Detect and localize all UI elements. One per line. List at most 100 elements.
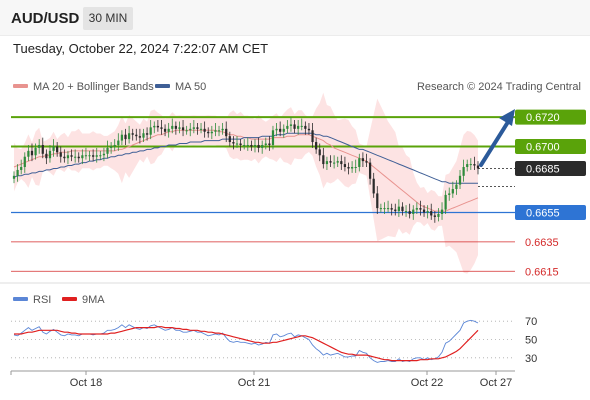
candle-body (48, 150, 52, 159)
ma50-legend-swatch (155, 84, 170, 88)
candle (347, 162, 350, 175)
candlesticks (12, 117, 480, 223)
candle (422, 205, 426, 217)
candle-body (361, 158, 365, 162)
rsi-line (13, 319, 479, 363)
ma20-legend-swatch (13, 84, 28, 88)
candle (66, 150, 70, 165)
candle (217, 125, 221, 137)
candle (271, 125, 275, 150)
candle (333, 155, 336, 169)
candle-body (59, 152, 62, 157)
candle-body (325, 161, 329, 165)
candle-body (178, 127, 181, 129)
candle-body (430, 211, 433, 216)
candle (196, 122, 199, 135)
candle-body (386, 208, 390, 210)
candle (88, 150, 91, 162)
candle (419, 200, 422, 216)
candle (289, 117, 293, 132)
candle-body (333, 162, 336, 164)
candle-body (239, 143, 242, 145)
candle (300, 118, 303, 131)
candle-body (372, 178, 375, 194)
candle-body (279, 128, 282, 132)
candle-body (412, 209, 415, 214)
last-price-badge (515, 160, 586, 176)
candle-body (271, 130, 275, 145)
rsi-panel: 70 50 30 (11, 316, 537, 365)
candle (178, 121, 181, 134)
candle (239, 139, 242, 151)
candle (232, 136, 235, 150)
candle-body (228, 136, 231, 143)
x-tick-label: Oct 21 (238, 377, 270, 389)
candle (246, 137, 249, 151)
candle-body (12, 175, 16, 179)
candle (336, 156, 339, 168)
candle-body (127, 133, 131, 140)
candle-body (117, 140, 120, 145)
candle (415, 202, 418, 214)
candle (293, 120, 296, 134)
candle-body (142, 133, 145, 138)
candle (142, 128, 145, 143)
candle (372, 172, 375, 198)
candle (120, 130, 124, 145)
bollinger-band-layer (14, 92, 478, 274)
candle-body (41, 144, 44, 154)
candle-body (311, 130, 314, 143)
candle-body (106, 147, 109, 154)
candle (386, 200, 390, 213)
candle-body (156, 125, 159, 128)
candle (160, 120, 163, 135)
candle-body (52, 146, 55, 151)
candle (99, 150, 102, 160)
candle-body (84, 155, 88, 157)
candle-body (282, 128, 285, 132)
candle-body (322, 155, 325, 165)
candle-body (160, 127, 163, 129)
candle (430, 203, 433, 220)
candle (189, 122, 192, 137)
candle (214, 122, 217, 137)
candle (185, 125, 188, 135)
candle-body (293, 124, 296, 129)
candle (124, 128, 127, 145)
timeframe-badge[interactable]: 30 MIN (83, 7, 133, 30)
candle (235, 136, 239, 148)
candle (167, 122, 170, 138)
candle (383, 202, 386, 214)
candle (282, 124, 285, 138)
candle (340, 155, 343, 170)
candle (412, 205, 415, 220)
candle-body (368, 162, 372, 179)
candle-body (257, 144, 260, 148)
rsi-tick-30: 30 (525, 353, 537, 365)
candle-body (451, 189, 454, 194)
candle-body (458, 175, 462, 185)
candle (174, 121, 177, 135)
candle-body (304, 125, 307, 129)
candle-body (268, 143, 271, 145)
candle (397, 199, 400, 217)
candle (113, 139, 116, 151)
candle-body (466, 164, 469, 168)
candle (59, 146, 62, 163)
candle (20, 159, 23, 175)
candle (163, 124, 167, 137)
ma50-legend-label: MA 50 (175, 81, 206, 93)
candle (315, 137, 318, 154)
candle-body (135, 134, 138, 137)
candle-body (196, 127, 199, 129)
x-tick-label: Oct 18 (70, 377, 102, 389)
candle-body (336, 161, 339, 163)
candle-body (185, 130, 188, 132)
candle-body (300, 125, 303, 127)
candle-body (110, 146, 113, 148)
candle (52, 139, 55, 157)
candle (63, 149, 66, 163)
candle-body (199, 128, 203, 130)
candle-body (401, 206, 404, 212)
candle-body (221, 128, 224, 131)
